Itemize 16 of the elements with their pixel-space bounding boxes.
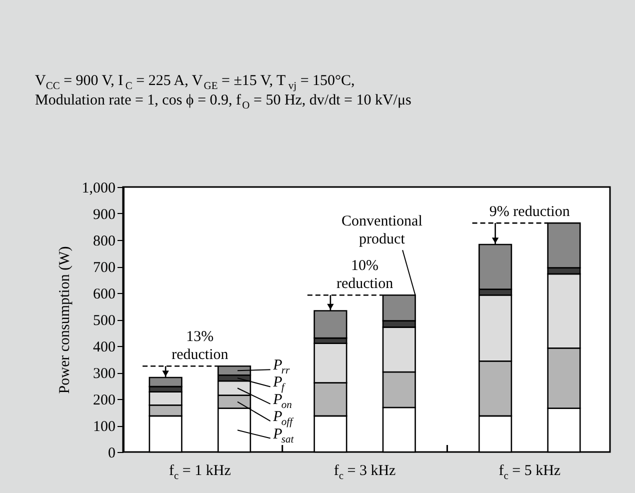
y-tick-label: 600 [93,286,116,302]
y-tick-label: 0 [108,446,116,462]
y-tick-label: 800 [93,234,116,250]
y-tick-label: 500 [93,313,116,329]
y-tick-label: 300 [93,366,116,382]
y-tick-label: 100 [93,419,116,435]
y-tick-label: 900 [93,207,116,223]
annotation: 10% reduction [336,258,394,292]
annotation: 9% reduction [489,204,570,220]
y-tick-label: 1,000 [82,180,116,196]
y-axis-title: Power consumption (W) [56,246,73,394]
annotation: 13% reduction [172,329,229,364]
y-tick-label: 200 [93,392,116,408]
y-tick-label: 400 [93,340,116,356]
annotation: Conventional product [342,213,422,248]
y-tick-label: 700 [93,260,116,276]
